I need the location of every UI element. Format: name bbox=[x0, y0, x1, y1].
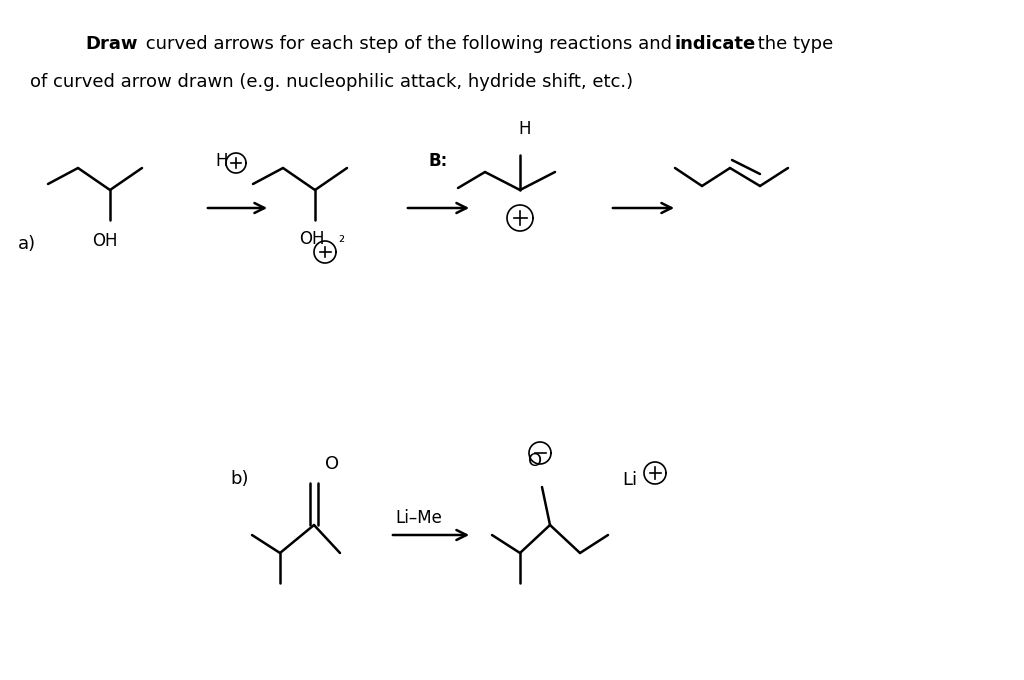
Text: indicate: indicate bbox=[675, 35, 757, 53]
Text: of curved arrow drawn (e.g. nucleophilic attack, hydride shift, etc.): of curved arrow drawn (e.g. nucleophilic… bbox=[30, 73, 633, 91]
Text: Draw: Draw bbox=[85, 35, 137, 53]
Text: the type: the type bbox=[752, 35, 834, 53]
Text: H: H bbox=[519, 120, 531, 138]
Text: O: O bbox=[325, 455, 339, 473]
Text: OH: OH bbox=[299, 230, 325, 248]
Text: H: H bbox=[216, 152, 228, 170]
Text: a): a) bbox=[18, 235, 36, 253]
Text: Li–Me: Li–Me bbox=[395, 509, 442, 527]
Text: b): b) bbox=[230, 470, 249, 488]
Text: OH: OH bbox=[92, 232, 118, 250]
Text: O: O bbox=[528, 452, 542, 470]
Text: Li: Li bbox=[622, 471, 637, 489]
Text: ₂: ₂ bbox=[338, 230, 344, 245]
Text: B:: B: bbox=[428, 152, 447, 170]
Text: curved arrows for each step of the following reactions and: curved arrows for each step of the follo… bbox=[140, 35, 678, 53]
